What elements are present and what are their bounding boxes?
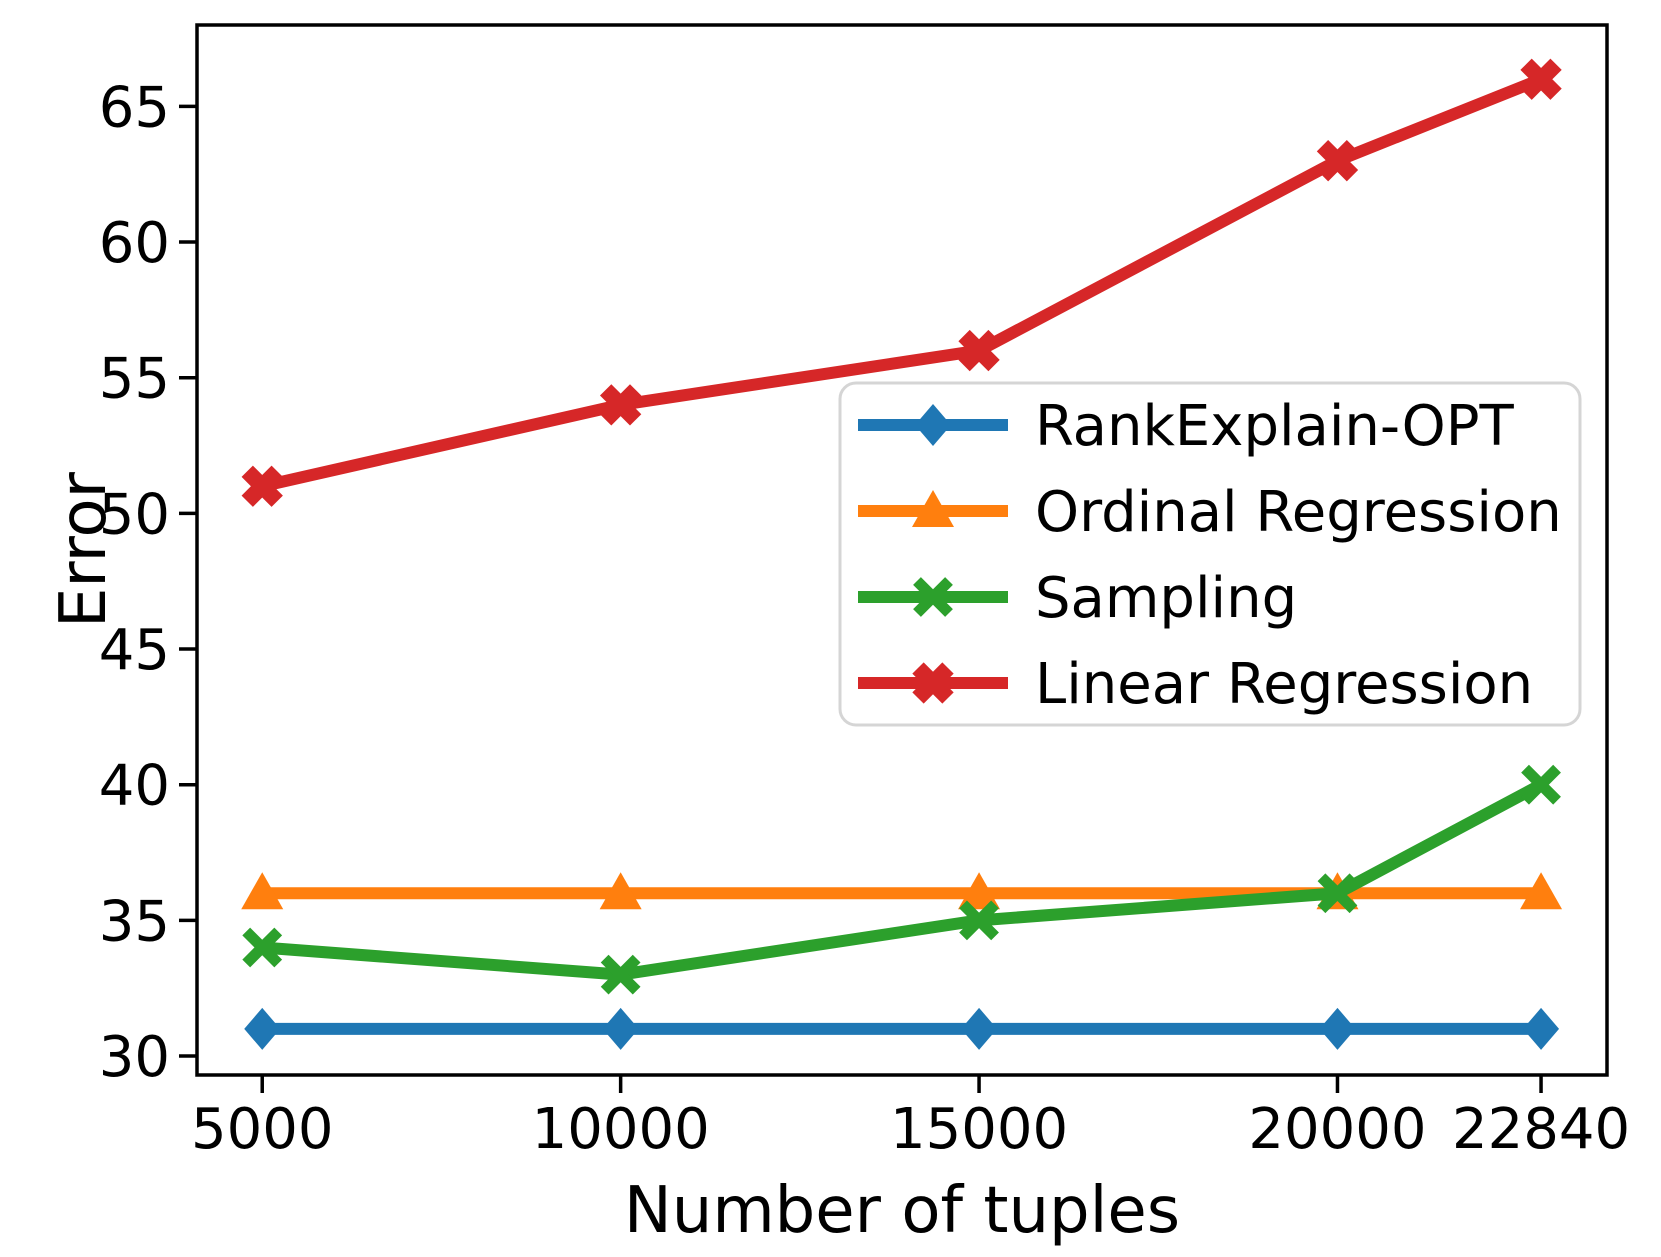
triangle-up-marker (958, 872, 1001, 910)
x-bold-marker (1316, 140, 1359, 182)
x-thin-marker (1521, 764, 1561, 805)
x-tick-label: 10000 (532, 1097, 710, 1162)
x-axis-label: Number of tuples (624, 1174, 1180, 1248)
legend-label: Sampling (1035, 566, 1297, 631)
triangle-up-marker (1520, 872, 1563, 910)
y-axis-label: Error (47, 471, 121, 628)
diamond-marker (602, 1007, 639, 1050)
diamond-marker (961, 1007, 998, 1050)
y-tick-label: 30 (99, 1025, 170, 1090)
y-tick-label: 40 (99, 754, 170, 819)
x-tick-label: 15000 (890, 1097, 1068, 1162)
x-thin-marker (600, 954, 641, 995)
y-axis: 30 35 40 45 50 55 60 65 Error (47, 75, 197, 1090)
legend-x-bold-marker (912, 662, 954, 704)
plot-spines (195, 23, 1609, 1077)
x-bold-marker (241, 465, 283, 507)
y-tick-label: 45 (99, 618, 170, 683)
diamond-marker (1523, 1007, 1560, 1050)
x-thin-marker (242, 927, 283, 968)
legend-x-thin-marker (913, 577, 953, 617)
plot-area (241, 58, 1563, 1050)
legend-entry-ordinal-regression: Ordinal Regression (858, 480, 1562, 545)
legend-entry-linear-regression: Linear Regression (858, 652, 1533, 717)
legend-label: Ordinal Regression (1035, 480, 1562, 545)
legend-label: RankExplain-OPT (1035, 394, 1515, 459)
legend-entry-rankexplain-opt: RankExplain-OPT (858, 394, 1515, 459)
y-tick-label: 35 (99, 889, 170, 954)
y-tick-label: 50 (99, 482, 170, 547)
x-thin-marker (959, 900, 999, 941)
legend-diamond-marker (915, 404, 951, 446)
series-sampling (242, 764, 1561, 995)
legend-label: Linear Regression (1035, 652, 1533, 717)
legend-triangle-up-marker (912, 490, 954, 527)
y-tick-label: 55 (99, 347, 170, 412)
y-tick-label: 60 (99, 211, 170, 276)
x-tick-label: 5000 (191, 1097, 334, 1162)
diamond-marker (1319, 1007, 1356, 1050)
triangle-up-marker (241, 872, 284, 910)
x-thin-marker (1317, 873, 1358, 914)
x-bold-marker (1520, 58, 1562, 100)
x-axis: 5000 10000 15000 20000 22840 Number of tuples (191, 1075, 1630, 1248)
y-tick-label: 65 (99, 75, 170, 140)
x-bold-marker (958, 329, 1000, 372)
x-tick-label: 20000 (1248, 1097, 1426, 1162)
series-rankexplain-opt (244, 1007, 1560, 1050)
legend-entry-sampling: Sampling (858, 566, 1297, 631)
diamond-marker (244, 1007, 281, 1050)
x-bold-marker (599, 384, 642, 426)
x-tick-label: 22840 (1452, 1097, 1630, 1162)
legend-box (838, 381, 1582, 727)
series-linear-regression (241, 58, 1562, 507)
triangle-up-marker (599, 872, 642, 910)
legend: RankExplain-OPT Ordinal Regression Samplin… (838, 381, 1582, 727)
